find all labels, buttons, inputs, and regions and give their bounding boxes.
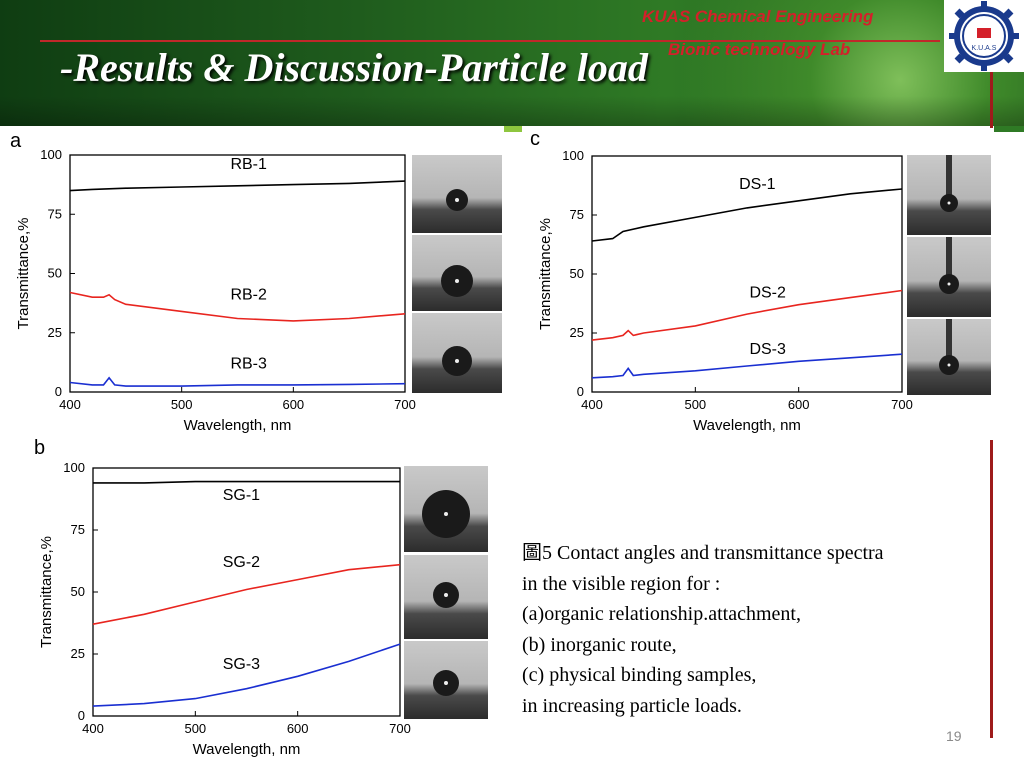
droplet-photo-rb1 (412, 155, 502, 233)
chart-panel-b: 400 500 600 700 0 25 50 75 100 Wavelength, nm Tran… (38, 460, 411, 758)
series-label-rb-1: RB-1 (230, 156, 267, 173)
plot-frame (92, 467, 401, 717)
x-tick-label: 500 (171, 397, 193, 412)
y-tick-label: 0 (577, 384, 584, 399)
panel-label-a: a (10, 130, 22, 152)
series-line-sg-1 (93, 480, 400, 484)
series-label-sg-1: SG-1 (223, 487, 260, 504)
droplet-photo-sg2 (404, 555, 488, 639)
x-tick-label: 700 (394, 397, 416, 412)
accent-bar-top (990, 72, 993, 128)
x-axis-label: Wavelength, nm (184, 417, 292, 434)
accent-block-green-right (994, 126, 1024, 132)
y-tick-label: 100 (40, 147, 62, 162)
series-label-ds-2: DS-2 (749, 285, 786, 302)
y-tick-label: 75 (48, 206, 62, 221)
y-tick-label: 25 (71, 646, 85, 661)
y-tick-label: 0 (78, 708, 85, 723)
series-label-rb-2: RB-2 (230, 287, 267, 304)
x-axis-label: Wavelength, nm (193, 741, 301, 758)
x-tick-label: 500 (184, 721, 206, 736)
series-line-sg-3 (92, 643, 401, 707)
caption-line: (a)organic relationship.attachment, (522, 603, 801, 625)
x-tick-label: 700 (891, 397, 913, 412)
x-tick-label: 400 (59, 397, 81, 412)
caption-line: in the visible region for : (522, 572, 721, 595)
series-label-sg-2: SG-2 (223, 554, 260, 571)
y-tick-label: 0 (55, 384, 62, 399)
x-tick-label: 400 (82, 721, 104, 736)
series-line-sg-2 (92, 563, 401, 625)
lab-name-line2: Bionic technology Lab (668, 40, 851, 59)
x-tick-label: 600 (788, 397, 810, 412)
droplet-photo-rb2 (412, 235, 502, 311)
figure-caption: 圖5 Contact angles and transmittance spec… (522, 538, 992, 721)
x-tick-label: 400 (581, 397, 603, 412)
y-tick-label: 50 (48, 266, 62, 281)
panel-label-b: b (34, 437, 46, 459)
caption-line: 圖5 Contact angles and transmittance spec… (522, 542, 884, 564)
x-tick-label: 700 (389, 721, 411, 736)
droplet-photo-sg1 (404, 466, 488, 552)
x-tick-label: 500 (684, 397, 706, 412)
series-label-ds-1: DS-1 (739, 176, 776, 193)
title-underline (40, 40, 940, 42)
chart-panel-a: 400 500 600 700 0 25 50 75 100 Wavelength, nm Tran… (15, 147, 416, 434)
y-tick-label: 25 (48, 325, 62, 340)
chart-panel-c: 400 500 600 700 0 25 50 75 100 Wavelength, nm Tran… (537, 148, 913, 434)
droplet-photo-rb3 (412, 313, 502, 393)
y-tick-label: 50 (71, 584, 85, 599)
slide-title: -Results & Discussion-Particle load (60, 45, 648, 90)
series-line-ds-1 (591, 188, 903, 242)
header-banner-shade (0, 96, 1024, 126)
droplet-photo-sg3 (404, 641, 488, 719)
caption-line: (b) inorganic route, (522, 633, 677, 656)
page-number: 19 (946, 728, 962, 744)
y-tick-label: 50 (570, 266, 584, 281)
droplet-photo-ds2 (907, 237, 991, 317)
x-axis-label: Wavelength, nm (693, 417, 801, 434)
caption-line: in increasing particle loads. (522, 694, 742, 717)
x-tick-label: 600 (287, 721, 309, 736)
series-line-ds-2 (591, 289, 903, 341)
y-tick-label: 100 (63, 460, 85, 475)
caption-line: (c) physical binding samples, (522, 664, 757, 686)
y-axis-label: Transmittance,% (537, 218, 554, 330)
x-tick-label: 600 (282, 397, 304, 412)
droplet-photo-ds3 (907, 319, 991, 395)
series-label-ds-3: DS-3 (749, 341, 786, 358)
logo-text: K.U.A.S (972, 45, 997, 52)
y-tick-label: 25 (570, 325, 584, 340)
header-banner (0, 0, 1024, 126)
y-tick-label: 100 (562, 148, 584, 163)
university-logo: K.U.A.S (944, 0, 1024, 72)
droplet-photo-ds1 (907, 155, 991, 235)
gear-logo-icon: K.U.A.S (949, 1, 1019, 71)
series-label-rb-3: RB-3 (230, 355, 267, 372)
series-line-rb-1 (69, 180, 406, 192)
y-tick-label: 75 (71, 522, 85, 537)
series-line-rb-2 (69, 291, 406, 322)
lab-name-line1: KUAS Chemical Engineering (642, 7, 874, 26)
y-axis-label: Transmittance,% (38, 536, 55, 648)
accent-block-green (504, 126, 522, 132)
series-line-ds-3 (591, 353, 903, 379)
y-tick-label: 75 (570, 207, 584, 222)
panel-label-c: c (530, 128, 540, 150)
accent-bar-right (990, 440, 993, 738)
y-axis-label: Transmittance,% (15, 218, 32, 330)
series-label-sg-3: SG-3 (223, 656, 260, 673)
series-line-rb-3 (69, 376, 406, 387)
